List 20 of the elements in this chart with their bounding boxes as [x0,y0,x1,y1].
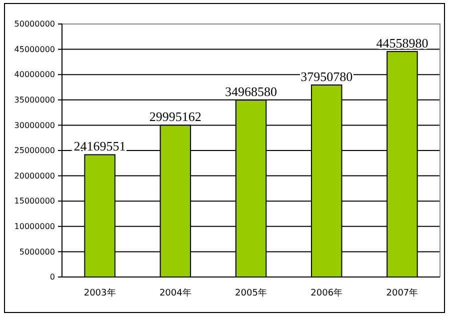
x-tick-label: 2007年 [386,287,418,298]
y-tick-label: 15000000 [14,196,55,206]
data-label: 24169551 [74,138,126,154]
x-tick-label: 2005年 [235,287,267,298]
data-label: 29995162 [149,109,202,124]
y-tick-label: 20000000 [14,171,55,180]
x-tick-label: 2004年 [159,287,192,298]
y-tick-label: 40000000 [14,70,55,80]
y-tick-label: 35000000 [14,95,55,104]
y-tick-label: 5000000 [19,247,55,256]
y-tick-label: 0 [50,272,55,282]
y-tick-label: 30000000 [14,120,55,130]
y-tick-label: 50000000 [14,20,55,29]
data-label: 44558980 [376,36,428,51]
x-tick-label: 2006年 [310,287,343,298]
data-label: 34968580 [225,84,277,100]
y-tick-label: 10000000 [14,222,55,231]
y-tick-label: 45000000 [14,44,55,54]
y-tick-label: 25000000 [14,146,55,156]
x-tick-label: 2003年 [84,287,116,298]
